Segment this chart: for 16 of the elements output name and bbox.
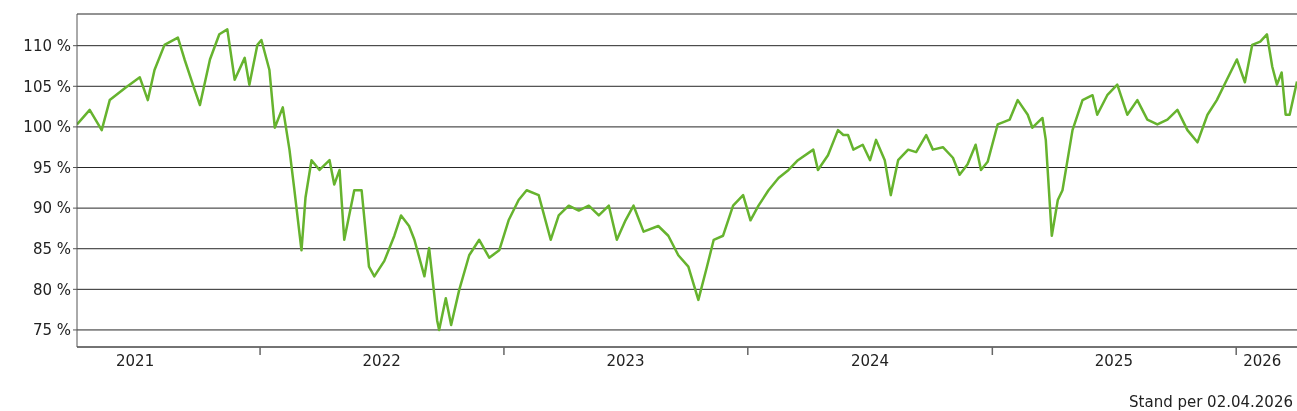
x-tick-label: 2025 [1094, 352, 1134, 370]
text: Stand per 02.04.2026 [1129, 393, 1293, 411]
y-tick-label: 80 % [32, 280, 71, 299]
y-tick-label: 75 % [32, 321, 71, 340]
y-tick-label: 85 % [32, 240, 71, 259]
y-tick-label: 100 % [23, 118, 71, 137]
x-tick-label: 2023 [606, 352, 645, 370]
y-tick-label: 110 % [23, 37, 71, 55]
x-tick-label: 2021 [116, 352, 155, 370]
x-tick-label: 2024 [850, 352, 890, 370]
y-tick-label: 90 % [32, 199, 71, 218]
y-tick-label: 105 % [23, 77, 71, 96]
x-tick-label: 2022 [362, 352, 401, 370]
line-series [77, 28, 1297, 332]
x-tick-label: 2026 [1243, 352, 1282, 370]
y-tick-label: 95 % [32, 158, 71, 177]
